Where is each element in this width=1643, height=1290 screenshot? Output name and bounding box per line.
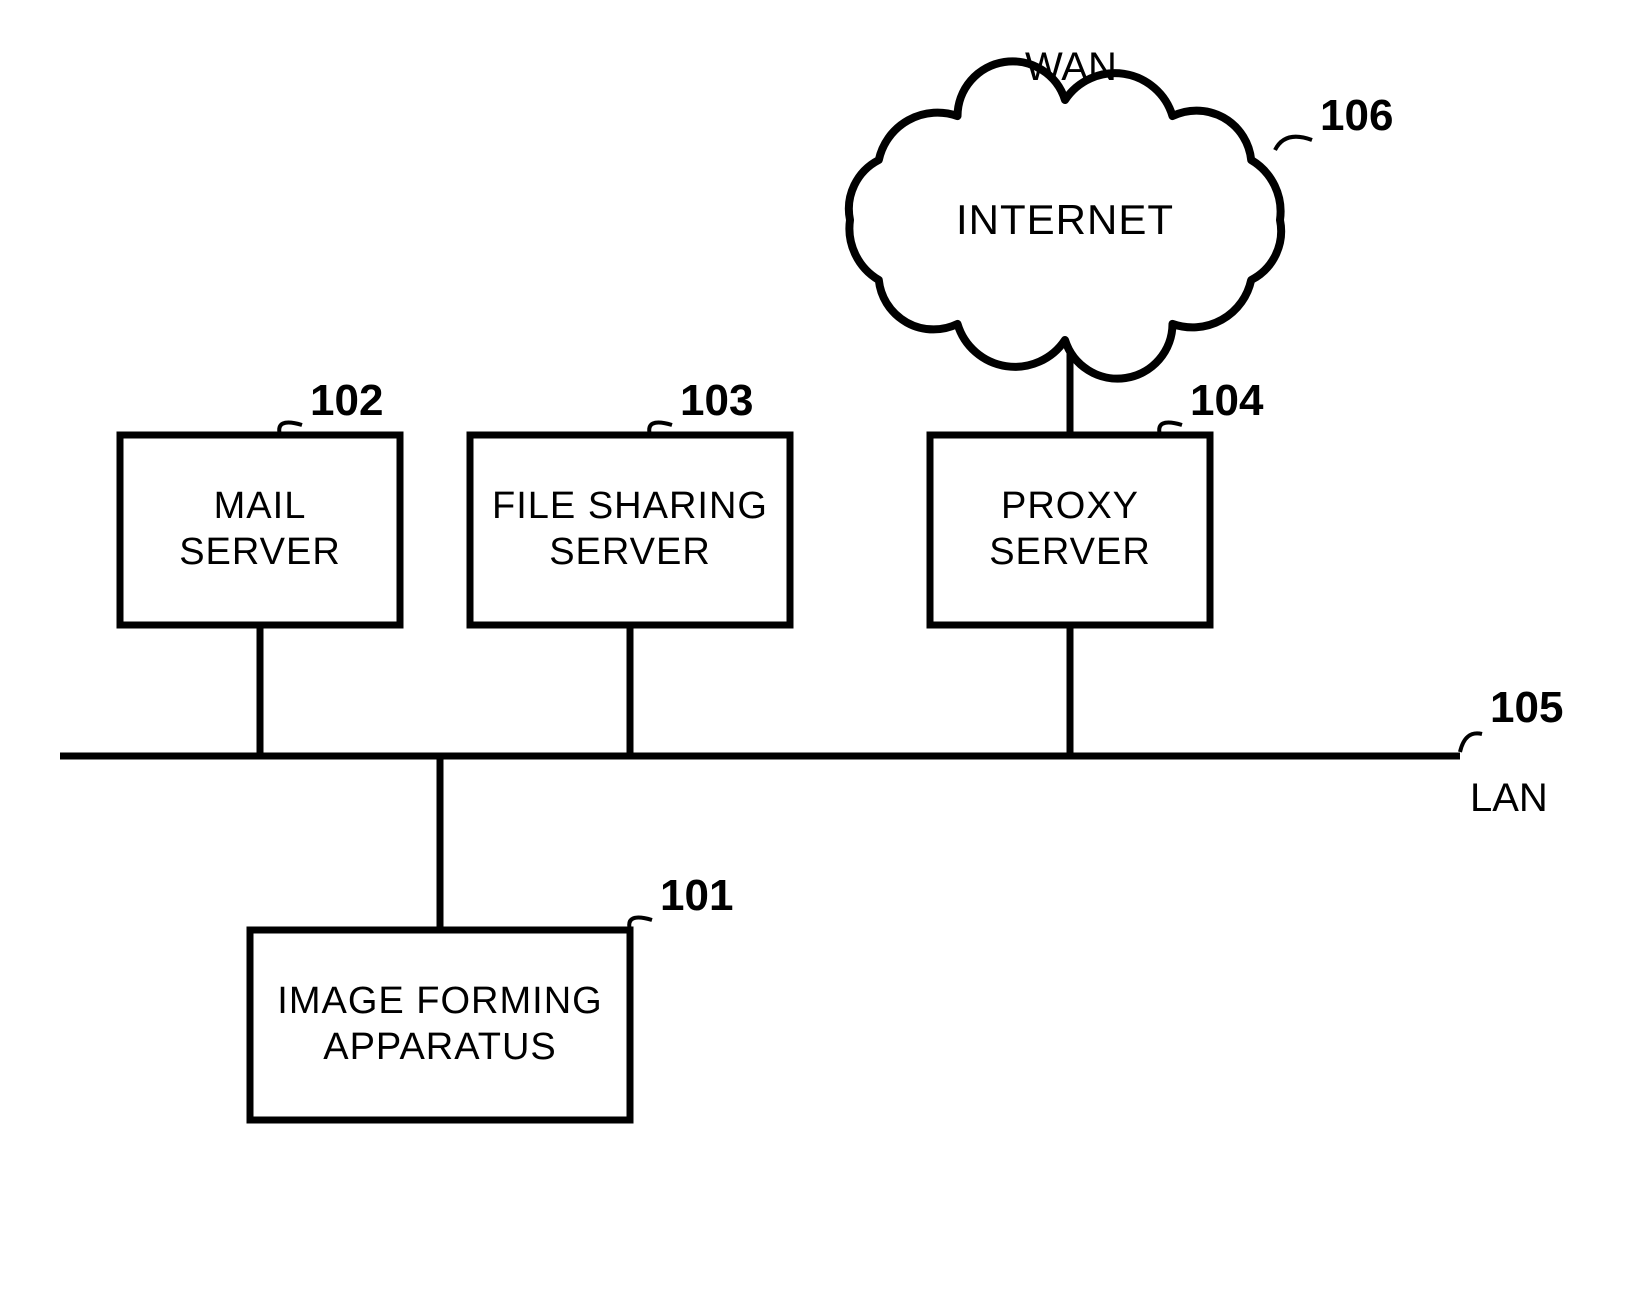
ref-101: 101 bbox=[660, 871, 733, 920]
file-box bbox=[470, 435, 790, 625]
ref-leader-105 bbox=[1460, 733, 1482, 752]
ref-105: 105 bbox=[1490, 683, 1563, 732]
wan-label: WAN bbox=[1025, 45, 1117, 89]
ref-104: 104 bbox=[1190, 376, 1264, 425]
file-label-2: SERVER bbox=[549, 531, 711, 573]
image-box bbox=[250, 930, 630, 1120]
proxy-box bbox=[930, 435, 1210, 625]
mail-label-1: MAIL bbox=[214, 485, 307, 527]
ref-106: 106 bbox=[1320, 91, 1393, 140]
mail-box bbox=[120, 435, 400, 625]
mail-label-2: SERVER bbox=[179, 531, 341, 573]
lan-label: LAN bbox=[1470, 776, 1548, 820]
ref-102: 102 bbox=[310, 376, 383, 425]
proxy-label-2: SERVER bbox=[989, 531, 1151, 573]
file-label-1: FILE SHARING bbox=[492, 485, 768, 527]
ref-leader-106 bbox=[1275, 137, 1312, 150]
image-label-1: IMAGE FORMING bbox=[277, 980, 602, 1022]
image-label-2: APPARATUS bbox=[323, 1026, 557, 1068]
cloud-label: INTERNET bbox=[956, 196, 1174, 243]
proxy-label-1: PROXY bbox=[1001, 485, 1139, 527]
ref-103: 103 bbox=[680, 376, 753, 425]
